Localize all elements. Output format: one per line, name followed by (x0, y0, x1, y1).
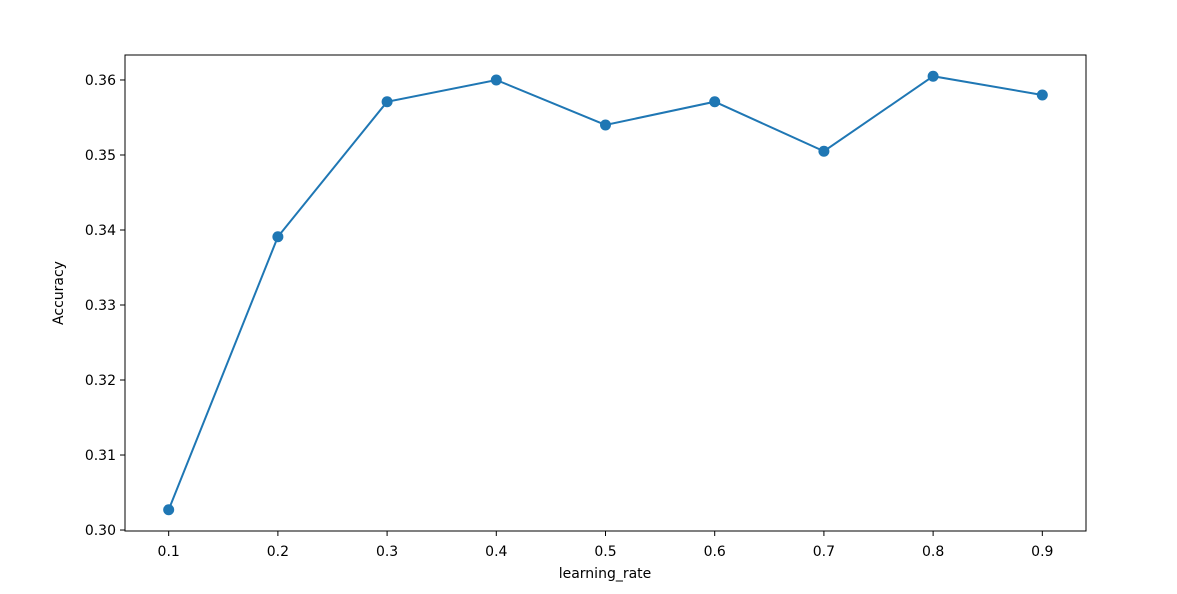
y-tick-label: 0.31 (85, 448, 116, 464)
x-tick-label: 0.5 (594, 544, 616, 560)
y-tick-label: 0.35 (85, 148, 116, 164)
marker (381, 96, 393, 108)
x-tick-label: 0.6 (704, 544, 726, 560)
x-tick-label: 0.1 (158, 544, 180, 560)
x-tick-label: 0.3 (376, 544, 398, 560)
marker (818, 145, 830, 157)
x-tick-label: 0.2 (267, 544, 289, 560)
y-tick-label: 0.32 (85, 373, 116, 389)
marker (1036, 89, 1048, 101)
marker (490, 74, 502, 86)
y-tick-label: 0.33 (85, 298, 116, 314)
marker (272, 231, 284, 243)
y-tick-label: 0.36 (85, 73, 116, 89)
y-tick-label: 0.30 (85, 523, 116, 539)
marker (600, 119, 611, 131)
marker (709, 96, 721, 108)
x-axis-label: learning_rate (559, 566, 652, 582)
line (167, 75, 1043, 511)
marker (927, 70, 939, 82)
y-tick-label: 0.34 (85, 223, 116, 239)
x-tick-label: 0.8 (922, 544, 944, 560)
plot-frame (124, 54, 1087, 532)
marker (163, 504, 175, 516)
y-axis-label: Accuracy (51, 261, 67, 325)
x-tick-label: 0.4 (485, 544, 507, 560)
x-tick-label: 0.9 (1031, 544, 1053, 560)
x-tick-label: 0.7 (813, 544, 835, 560)
